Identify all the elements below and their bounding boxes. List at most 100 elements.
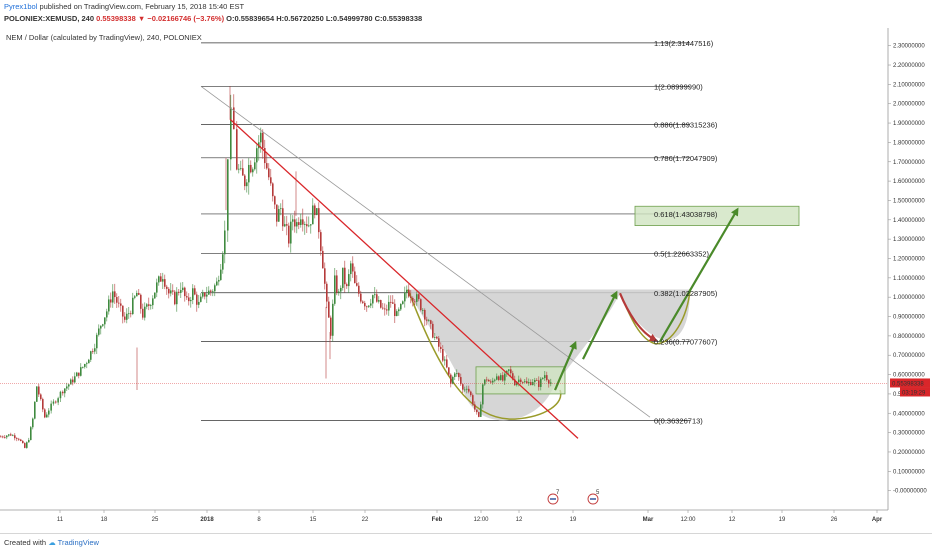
candle-body <box>416 294 418 302</box>
candle-body <box>550 382 552 384</box>
candle-body <box>88 359 90 364</box>
candle-body <box>184 287 186 297</box>
candle-body <box>540 378 542 387</box>
candle-body <box>162 279 164 282</box>
candle-body <box>430 320 432 324</box>
candle-body <box>70 379 72 385</box>
candle-body <box>22 441 24 444</box>
candle-body <box>448 367 450 375</box>
candle-body <box>158 276 160 283</box>
candle-body <box>132 297 134 315</box>
candle-body <box>490 381 492 383</box>
candle-body <box>246 182 248 187</box>
fib-level-label: 1(2.08999990) <box>654 82 703 91</box>
candle-body <box>496 376 498 380</box>
publish-text: published on TradingView.com, February 1… <box>39 2 245 11</box>
candle-body <box>266 163 268 169</box>
author-link[interactable]: Pyrex1bol <box>4 2 38 11</box>
candle-body <box>322 250 324 269</box>
y-tick-label: 2.10000000 <box>893 82 925 88</box>
candle-body <box>280 208 282 210</box>
candle-body <box>102 324 104 326</box>
candle-body <box>526 381 528 384</box>
candle-body <box>292 219 294 222</box>
candle-body <box>220 269 222 280</box>
candle-body <box>182 287 184 291</box>
candle-body <box>64 388 66 394</box>
price-chart[interactable]: 0(0.36326713) 0.236(0.77077607) 0.382(1.02… <box>0 28 932 533</box>
candle-body <box>40 394 42 400</box>
candle-body <box>478 412 480 417</box>
candle-body <box>450 374 452 384</box>
candle-body <box>20 439 22 442</box>
candle-body <box>252 169 254 173</box>
y-tick-label: 1.10000000 <box>893 276 925 282</box>
candle-body <box>418 294 420 300</box>
candle-body <box>276 204 278 222</box>
candle-body <box>36 386 38 402</box>
candle-body <box>312 205 314 225</box>
candle-body <box>428 320 430 322</box>
fib-level-label: 0.618(1.43038798) <box>654 210 718 219</box>
candle-body <box>364 302 366 307</box>
candle-body <box>57 398 59 403</box>
candle-body <box>404 292 406 302</box>
fib-level-label: 1.13(2.31447516) <box>654 39 714 48</box>
candle-body <box>294 219 296 227</box>
y-tick-label: 0.80000000 <box>893 334 925 340</box>
candle-body <box>26 442 28 448</box>
tradingview-brand-link[interactable]: TradingView <box>57 538 99 547</box>
candle-body <box>94 348 96 352</box>
candle-body <box>200 296 202 302</box>
candle-body <box>330 317 332 336</box>
candle-body <box>50 403 52 411</box>
candle-body <box>378 300 380 302</box>
candle-body <box>142 308 144 318</box>
candle-body <box>454 373 456 377</box>
candle-body <box>86 363 88 365</box>
candle-body <box>196 294 198 305</box>
candle-body <box>346 284 348 287</box>
candle-body <box>542 378 544 379</box>
y-tick-label: 0.30000000 <box>893 431 925 437</box>
candle-body <box>444 359 446 361</box>
candle-body <box>434 337 436 338</box>
candle-body <box>328 301 330 318</box>
candle-body <box>396 311 398 317</box>
candle-body <box>24 443 26 448</box>
y-tick-label: 1.60000000 <box>893 179 925 185</box>
candle-body <box>366 306 368 308</box>
candle-body <box>90 351 92 360</box>
candle-body <box>314 205 316 216</box>
candle-body <box>508 369 510 371</box>
candle-body <box>152 298 154 306</box>
candle-body <box>398 309 400 312</box>
y-tick-label: 0.10000000 <box>893 469 925 475</box>
gray-trendline <box>200 85 651 418</box>
candle-body <box>342 267 344 288</box>
candle-body <box>214 285 216 292</box>
candle-body <box>74 376 76 383</box>
candle-body <box>44 409 46 418</box>
candle-body <box>4 437 6 438</box>
candle-body <box>466 388 468 390</box>
candle-body <box>426 319 428 321</box>
projection-arrow-up-3 <box>659 207 739 343</box>
y-tick-label: 1.30000000 <box>893 237 925 243</box>
candle-body <box>460 377 462 385</box>
target-box <box>634 205 800 227</box>
candle-body <box>140 294 142 309</box>
candle-body <box>168 288 170 294</box>
fib-level-label: 0.382(1.02287905) <box>654 289 718 298</box>
candle-body <box>76 372 78 377</box>
candle-body <box>338 291 340 293</box>
x-tick-label: 2018 <box>200 517 214 523</box>
y-tick-label: 1.80000000 <box>893 140 925 146</box>
candle-body <box>492 380 494 383</box>
candle-body <box>358 285 360 294</box>
candle-body <box>240 168 242 170</box>
last-price-label: 0.55398338 <box>892 381 924 387</box>
candle-body <box>112 291 114 303</box>
countdown-badge <box>900 387 930 397</box>
candle-body <box>126 313 128 320</box>
